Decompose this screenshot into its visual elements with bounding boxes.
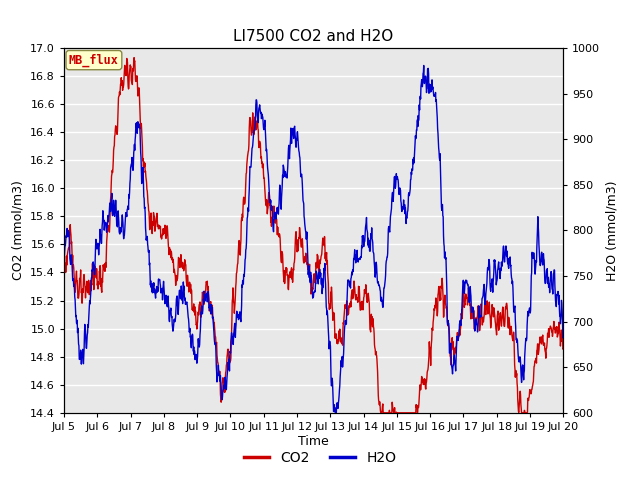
X-axis label: Time: Time: [298, 434, 329, 448]
Y-axis label: CO2 (mmol/m3): CO2 (mmol/m3): [12, 180, 24, 280]
Y-axis label: H2O (mmol/m3): H2O (mmol/m3): [606, 180, 619, 281]
Text: MB_flux: MB_flux: [69, 53, 119, 67]
Title: LI7500 CO2 and H2O: LI7500 CO2 and H2O: [234, 29, 394, 44]
Legend: CO2, H2O: CO2, H2O: [238, 445, 402, 471]
